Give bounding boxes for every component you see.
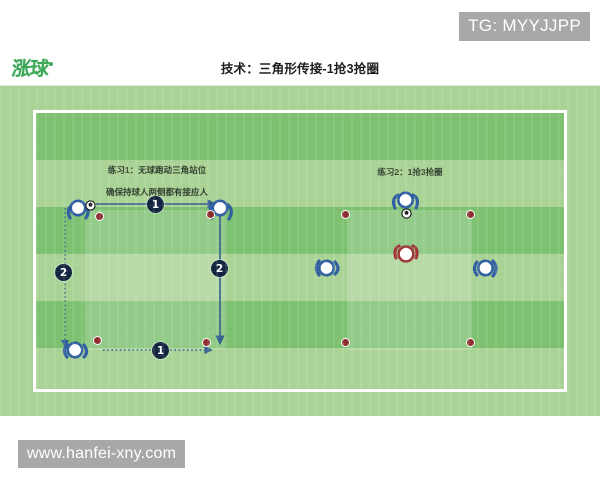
soccer-ball-icon bbox=[85, 200, 96, 211]
soccer-ball-icon bbox=[401, 208, 412, 219]
movement-badge-2a: 2 bbox=[211, 260, 228, 277]
player-head-icon bbox=[69, 199, 87, 217]
cone-marker bbox=[95, 212, 104, 221]
pitch-background: 练习1：无球跑动三角站位 确保持球人两侧都有接应人 练习2：1抢3抢圈 bbox=[0, 86, 600, 416]
pitch-stripe bbox=[36, 348, 564, 389]
drill-1-note-line1: 练习1：无球跑动三角站位 bbox=[107, 165, 207, 175]
cone-marker bbox=[341, 338, 350, 347]
pitch-stripe bbox=[36, 160, 564, 207]
player-blue-right[interactable] bbox=[472, 256, 504, 282]
player-arm-icon bbox=[391, 193, 400, 210]
cone-marker bbox=[466, 338, 475, 347]
arrow-run-left-head-icon bbox=[61, 340, 69, 348]
cone-marker bbox=[206, 210, 215, 219]
player-red-center[interactable] bbox=[392, 242, 422, 268]
player-blue-top[interactable] bbox=[391, 190, 423, 216]
movement-badge-2b: 2 bbox=[55, 264, 72, 281]
player-arm-icon bbox=[62, 342, 69, 359]
player-arm-icon bbox=[411, 244, 419, 260]
drill-2-note: 练习2：1抢3抢圈 bbox=[377, 167, 443, 177]
player-head-icon bbox=[66, 341, 84, 359]
player-head-icon bbox=[211, 199, 229, 217]
player-arm-icon bbox=[82, 343, 89, 359]
player-head-icon bbox=[477, 259, 494, 277]
player-arm-icon bbox=[393, 244, 401, 260]
cone-marker bbox=[202, 338, 211, 347]
drill-1-movement-arrows bbox=[61, 199, 225, 355]
player-arm-icon bbox=[472, 260, 479, 277]
drill-1-note: 练习1：无球跑动三角站位 确保持球人两侧都有接应人 bbox=[82, 154, 232, 209]
player-arm-icon bbox=[226, 203, 233, 221]
page-title: 技术：三角形传接-1抢3抢圈 bbox=[220, 61, 380, 76]
cone-marker bbox=[466, 210, 475, 219]
player-blue-bottom-left[interactable] bbox=[62, 338, 96, 364]
pitch-stripe bbox=[36, 113, 564, 160]
telegram-watermark: TG: MYYJJPP bbox=[459, 12, 590, 41]
player-blue-left[interactable] bbox=[314, 256, 346, 282]
player-arm-icon bbox=[333, 260, 340, 276]
player-arm-icon bbox=[314, 259, 321, 277]
pitch-stripe bbox=[36, 207, 564, 254]
player-head-icon bbox=[318, 259, 335, 277]
player-head-icon bbox=[397, 245, 415, 263]
header-bar: 涨球 技术：三角形传接-1抢3抢圈 bbox=[0, 48, 600, 86]
brand-logo: 涨球 bbox=[11, 54, 90, 80]
drill-1-note-line2: 确保持球人两侧都有接应人 bbox=[105, 187, 208, 197]
brand-logo-dot-icon bbox=[49, 62, 54, 66]
movement-badge-1a: 1 bbox=[147, 196, 164, 213]
pitch-stripe bbox=[36, 301, 564, 348]
cone-marker bbox=[93, 336, 102, 345]
player-arm-icon bbox=[491, 259, 498, 278]
player-arm-icon bbox=[411, 193, 420, 210]
movement-badge-1b: 1 bbox=[152, 342, 169, 359]
player-head-icon bbox=[397, 191, 414, 209]
website-watermark: www.hanfei-xny.com bbox=[18, 440, 186, 468]
cone-marker bbox=[341, 210, 350, 219]
